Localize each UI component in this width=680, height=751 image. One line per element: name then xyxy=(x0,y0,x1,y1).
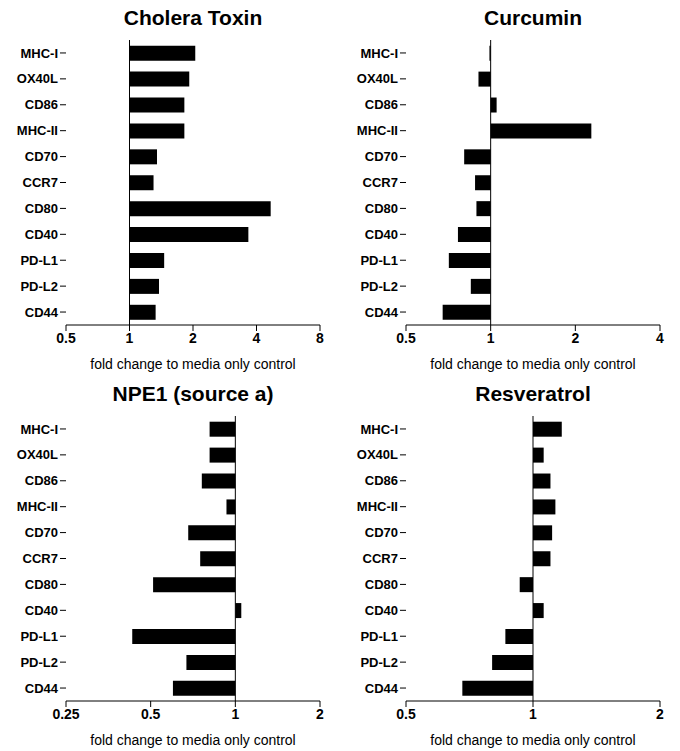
svg-text:MHC-I: MHC-I xyxy=(20,46,58,61)
svg-text:MHC-I: MHC-I xyxy=(360,46,398,61)
svg-text:MHC-I: MHC-I xyxy=(360,421,398,436)
svg-text:PD-L1: PD-L1 xyxy=(20,628,58,643)
svg-text:CCR7: CCR7 xyxy=(363,175,398,190)
svg-text:CD80: CD80 xyxy=(25,201,58,216)
svg-text:OX40L: OX40L xyxy=(17,447,58,462)
svg-text:CD86: CD86 xyxy=(365,97,398,112)
svg-text:PD-L1: PD-L1 xyxy=(360,253,398,268)
svg-text:CD40: CD40 xyxy=(25,602,58,617)
svg-text:2: 2 xyxy=(189,330,197,346)
svg-text:CCR7: CCR7 xyxy=(23,175,58,190)
svg-text:CD70: CD70 xyxy=(365,525,398,540)
svg-text:MHC-I: MHC-I xyxy=(20,421,58,436)
svg-text:PD-L2: PD-L2 xyxy=(20,654,58,669)
svg-text:8: 8 xyxy=(316,330,324,346)
svg-text:CD40: CD40 xyxy=(365,227,398,242)
svg-text:MHC-II: MHC-II xyxy=(17,499,58,514)
svg-text:0.5: 0.5 xyxy=(141,705,161,721)
svg-text:4: 4 xyxy=(656,330,664,346)
svg-text:fold change to media only cont: fold change to media only control xyxy=(90,732,295,748)
svg-text:CCR7: CCR7 xyxy=(23,551,58,566)
svg-text:2: 2 xyxy=(316,705,324,721)
svg-text:CD80: CD80 xyxy=(25,577,58,592)
svg-text:0.5: 0.5 xyxy=(396,705,416,721)
svg-text:PD-L1: PD-L1 xyxy=(360,628,398,643)
svg-text:OX40L: OX40L xyxy=(357,71,398,86)
svg-text:fold change to media only cont: fold change to media only control xyxy=(430,732,635,748)
svg-text:CD86: CD86 xyxy=(365,473,398,488)
svg-text:1: 1 xyxy=(126,330,134,346)
html-text:Cholera Toxin: Cholera Toxin xyxy=(123,6,263,29)
svg-text:OX40L: OX40L xyxy=(357,447,398,462)
svg-text:CD70: CD70 xyxy=(365,149,398,164)
svg-text:0.25: 0.25 xyxy=(52,705,79,721)
svg-text:2: 2 xyxy=(571,330,579,346)
svg-text:CD70: CD70 xyxy=(25,525,58,540)
svg-text:CD70: CD70 xyxy=(25,149,58,164)
svg-text:MHC-II: MHC-II xyxy=(357,499,398,514)
svg-text:CD40: CD40 xyxy=(365,602,398,617)
html-text:NPE1 (source a): NPE1 (source a) xyxy=(112,381,274,405)
svg-text:MHC-II: MHC-II xyxy=(357,123,398,138)
svg-text:CD86: CD86 xyxy=(25,97,58,112)
svg-text:MHC-II: MHC-II xyxy=(17,123,58,138)
svg-text:fold change to media only cont: fold change to media only control xyxy=(90,356,295,372)
svg-text:0.5: 0.5 xyxy=(56,330,76,346)
svg-text:0.5: 0.5 xyxy=(396,330,416,346)
svg-text:CD44: CD44 xyxy=(365,680,399,695)
svg-text:1: 1 xyxy=(487,330,495,346)
svg-text:CD40: CD40 xyxy=(25,227,58,242)
svg-text:CD44: CD44 xyxy=(25,680,59,695)
svg-text:CD44: CD44 xyxy=(25,305,59,320)
svg-text:CD86: CD86 xyxy=(25,473,58,488)
svg-text:PD-L2: PD-L2 xyxy=(360,654,398,669)
html-text:Curcumin: Curcumin xyxy=(484,6,582,29)
svg-text:CD80: CD80 xyxy=(365,577,398,592)
svg-text:PD-L2: PD-L2 xyxy=(20,279,58,294)
svg-text:CD80: CD80 xyxy=(365,201,398,216)
svg-text:PD-L2: PD-L2 xyxy=(360,279,398,294)
svg-text:1: 1 xyxy=(231,705,239,721)
svg-text:CCR7: CCR7 xyxy=(363,551,398,566)
svg-text:fold change to media only cont: fold change to media only control xyxy=(430,356,635,372)
svg-text:OX40L: OX40L xyxy=(17,71,58,86)
svg-text:4: 4 xyxy=(253,330,261,346)
svg-text:CD44: CD44 xyxy=(365,305,399,320)
svg-text:2: 2 xyxy=(656,705,664,721)
svg-text:PD-L1: PD-L1 xyxy=(20,253,58,268)
html-text:Resveratrol: Resveratrol xyxy=(475,381,591,405)
svg-text:1: 1 xyxy=(529,705,537,721)
